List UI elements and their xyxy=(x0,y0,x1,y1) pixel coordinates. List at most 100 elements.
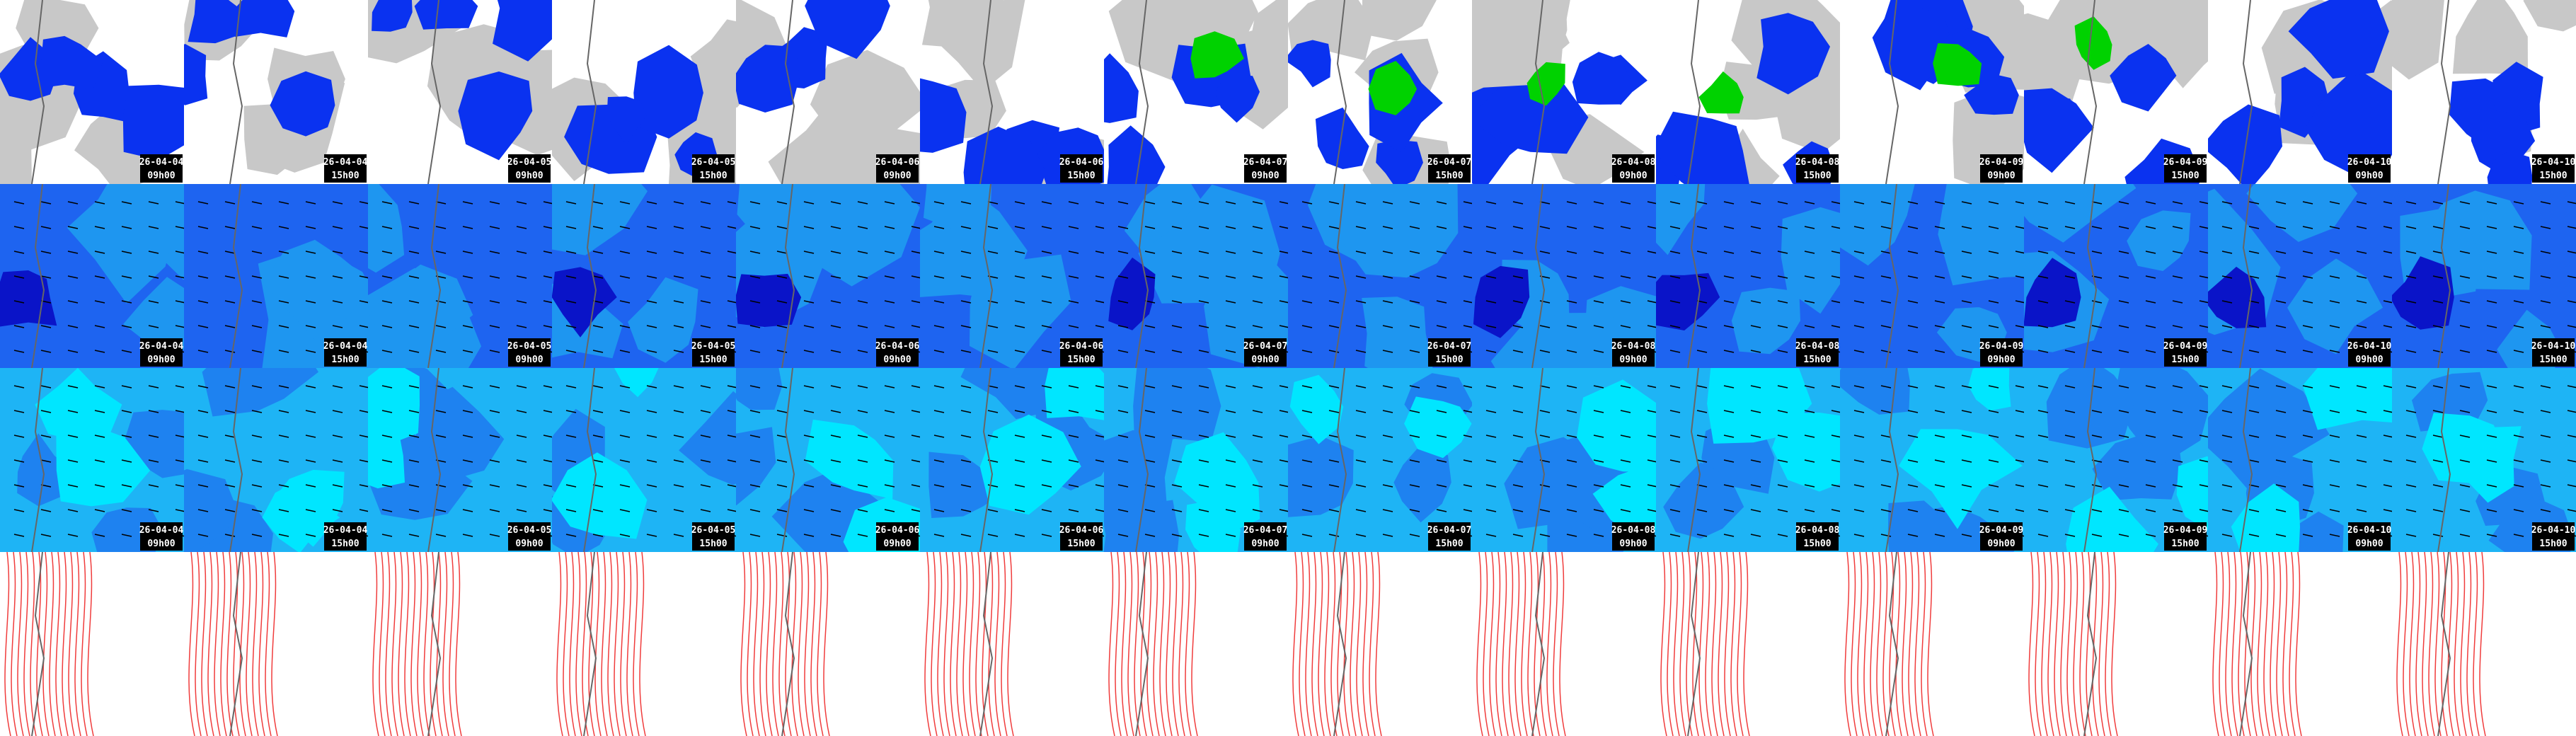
wind-arrow xyxy=(2199,484,2208,488)
wind-arrow xyxy=(2199,201,2208,205)
wind-arrow xyxy=(700,300,711,304)
wind-arrow xyxy=(67,509,79,512)
wind-arrow xyxy=(175,484,184,488)
wind-cyan xyxy=(805,419,894,500)
isobar xyxy=(1172,552,1179,736)
wind-arrow xyxy=(2064,251,2076,254)
wind-arrow xyxy=(148,300,159,304)
wind-arrow xyxy=(592,350,604,353)
wind-arrow xyxy=(1252,509,1263,512)
wind-light xyxy=(368,184,405,273)
wind-arrow xyxy=(1328,275,1340,279)
wind-arrow xyxy=(1171,534,1183,537)
wind-arrow xyxy=(1988,410,1999,413)
wind-arrow xyxy=(2513,300,2524,304)
wind-arrow xyxy=(857,410,868,413)
precip-blue xyxy=(1572,52,1633,105)
wind-arrow xyxy=(960,226,972,229)
time-label: 15h00 xyxy=(1803,171,1831,181)
wind-arrow xyxy=(1485,300,1497,304)
wind-arrow xyxy=(2037,410,2049,413)
wind-arrow xyxy=(1620,275,1631,279)
wind-arrow xyxy=(359,300,368,304)
wind-arrow xyxy=(1934,509,1945,512)
wind-arrow xyxy=(1988,435,1999,438)
wind-arrow xyxy=(2248,350,2260,353)
wind-arrow xyxy=(2513,484,2524,488)
wind-arrow xyxy=(1723,459,1735,463)
wind-arrow xyxy=(13,509,25,512)
date-label: 26-04-05 xyxy=(507,341,552,352)
wind-arrow xyxy=(776,534,788,537)
tile-content xyxy=(1656,0,1840,184)
wind-arrow xyxy=(1279,226,1288,229)
wind-arrow xyxy=(67,435,79,438)
wind-arrow xyxy=(646,509,657,512)
cloud-gray xyxy=(932,0,1025,91)
wind-arrow xyxy=(2302,350,2313,353)
wind-arrow xyxy=(435,435,447,438)
label-box xyxy=(2348,154,2391,183)
wind-arrow xyxy=(148,201,159,205)
wind-arrow xyxy=(1853,350,1865,353)
date-label: 26-04-04 xyxy=(139,525,184,536)
wind-arrow xyxy=(1723,509,1735,512)
label-box xyxy=(1060,154,1103,183)
wind-arrow xyxy=(1409,325,1420,328)
wind-arrow xyxy=(960,484,972,488)
isobar xyxy=(1292,552,1299,736)
time-label: 15h00 xyxy=(331,171,359,181)
time-label: 15h00 xyxy=(699,171,727,181)
isobar xyxy=(2060,552,2067,736)
wind-arrow xyxy=(1409,385,1420,389)
wind-arrow xyxy=(1512,459,1524,463)
date-label: 26-04-06 xyxy=(875,157,920,168)
wind-arrow xyxy=(1620,300,1631,304)
wind-arrow xyxy=(1961,325,1972,328)
wind-arrow xyxy=(1750,350,1761,353)
wind-arrow xyxy=(2383,300,2392,304)
wind-arrow xyxy=(2199,509,2208,512)
wind-arrow xyxy=(251,325,263,328)
wind-arrow xyxy=(489,435,500,438)
wind-arrow xyxy=(1750,275,1761,279)
wind-arrow xyxy=(1723,325,1735,328)
cloud-gray xyxy=(2452,0,2528,74)
wind-arrow xyxy=(1225,300,1236,304)
wind-arrow xyxy=(911,435,920,438)
wind-arrow xyxy=(1041,410,1052,413)
wind-arrow xyxy=(2356,435,2367,438)
wind-arrow xyxy=(673,534,684,537)
wind-arrow xyxy=(1198,350,1209,353)
wind-arrow xyxy=(1095,325,1104,328)
label-box xyxy=(1244,154,1287,183)
wind-arrow xyxy=(1355,275,1367,279)
time-label: 15h00 xyxy=(331,355,359,365)
wind-arrow xyxy=(1041,275,1052,279)
wind-arrow xyxy=(1831,385,1840,389)
wind-arrow xyxy=(67,300,79,304)
wind-arrow xyxy=(2459,251,2471,254)
isobar xyxy=(1737,552,1744,736)
wind-arrow xyxy=(673,385,684,389)
wind-arrow xyxy=(933,509,945,512)
precip-blue xyxy=(184,44,208,105)
wind-dark xyxy=(736,273,802,327)
coastline xyxy=(583,368,597,552)
precip-blue xyxy=(2208,104,2282,184)
precip-blue xyxy=(37,35,103,90)
tile-content xyxy=(920,184,1104,368)
coastline xyxy=(427,368,442,552)
wind-arrow xyxy=(121,300,132,304)
wind-arrow xyxy=(408,201,420,205)
wind-arrow xyxy=(1328,435,1340,438)
coastline xyxy=(427,184,442,368)
isobar xyxy=(2098,552,2105,736)
wind-arrow xyxy=(803,275,815,279)
wind-arrow xyxy=(1777,435,1788,438)
precip-blue xyxy=(805,0,890,59)
isobar xyxy=(423,552,430,736)
wind-arrow xyxy=(1409,484,1420,488)
